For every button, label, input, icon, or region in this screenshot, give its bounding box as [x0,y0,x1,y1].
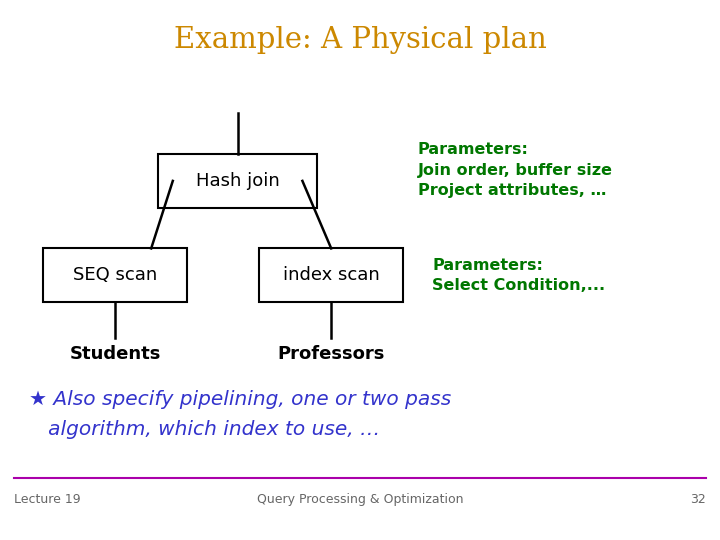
FancyBboxPatch shape [158,154,317,208]
Text: SEQ scan: SEQ scan [73,266,158,285]
Text: Professors: Professors [277,345,385,363]
Text: Lecture 19: Lecture 19 [14,493,81,506]
Text: Hash join: Hash join [196,172,279,190]
FancyBboxPatch shape [259,248,403,302]
Text: Students: Students [70,345,161,363]
FancyBboxPatch shape [43,248,187,302]
Text: ★ Also specify pipelining, one or two pass: ★ Also specify pipelining, one or two pa… [29,390,451,409]
Text: Example: A Physical plan: Example: A Physical plan [174,26,546,55]
Text: Query Processing & Optimization: Query Processing & Optimization [257,493,463,506]
Text: Parameters:
Select Condition,...: Parameters: Select Condition,... [432,258,605,293]
Text: 32: 32 [690,493,706,506]
Text: index scan: index scan [283,266,379,285]
Text: Parameters:
Join order, buffer size
Project attributes, …: Parameters: Join order, buffer size Proj… [418,142,613,198]
Text: algorithm, which index to use, …: algorithm, which index to use, … [29,420,380,439]
